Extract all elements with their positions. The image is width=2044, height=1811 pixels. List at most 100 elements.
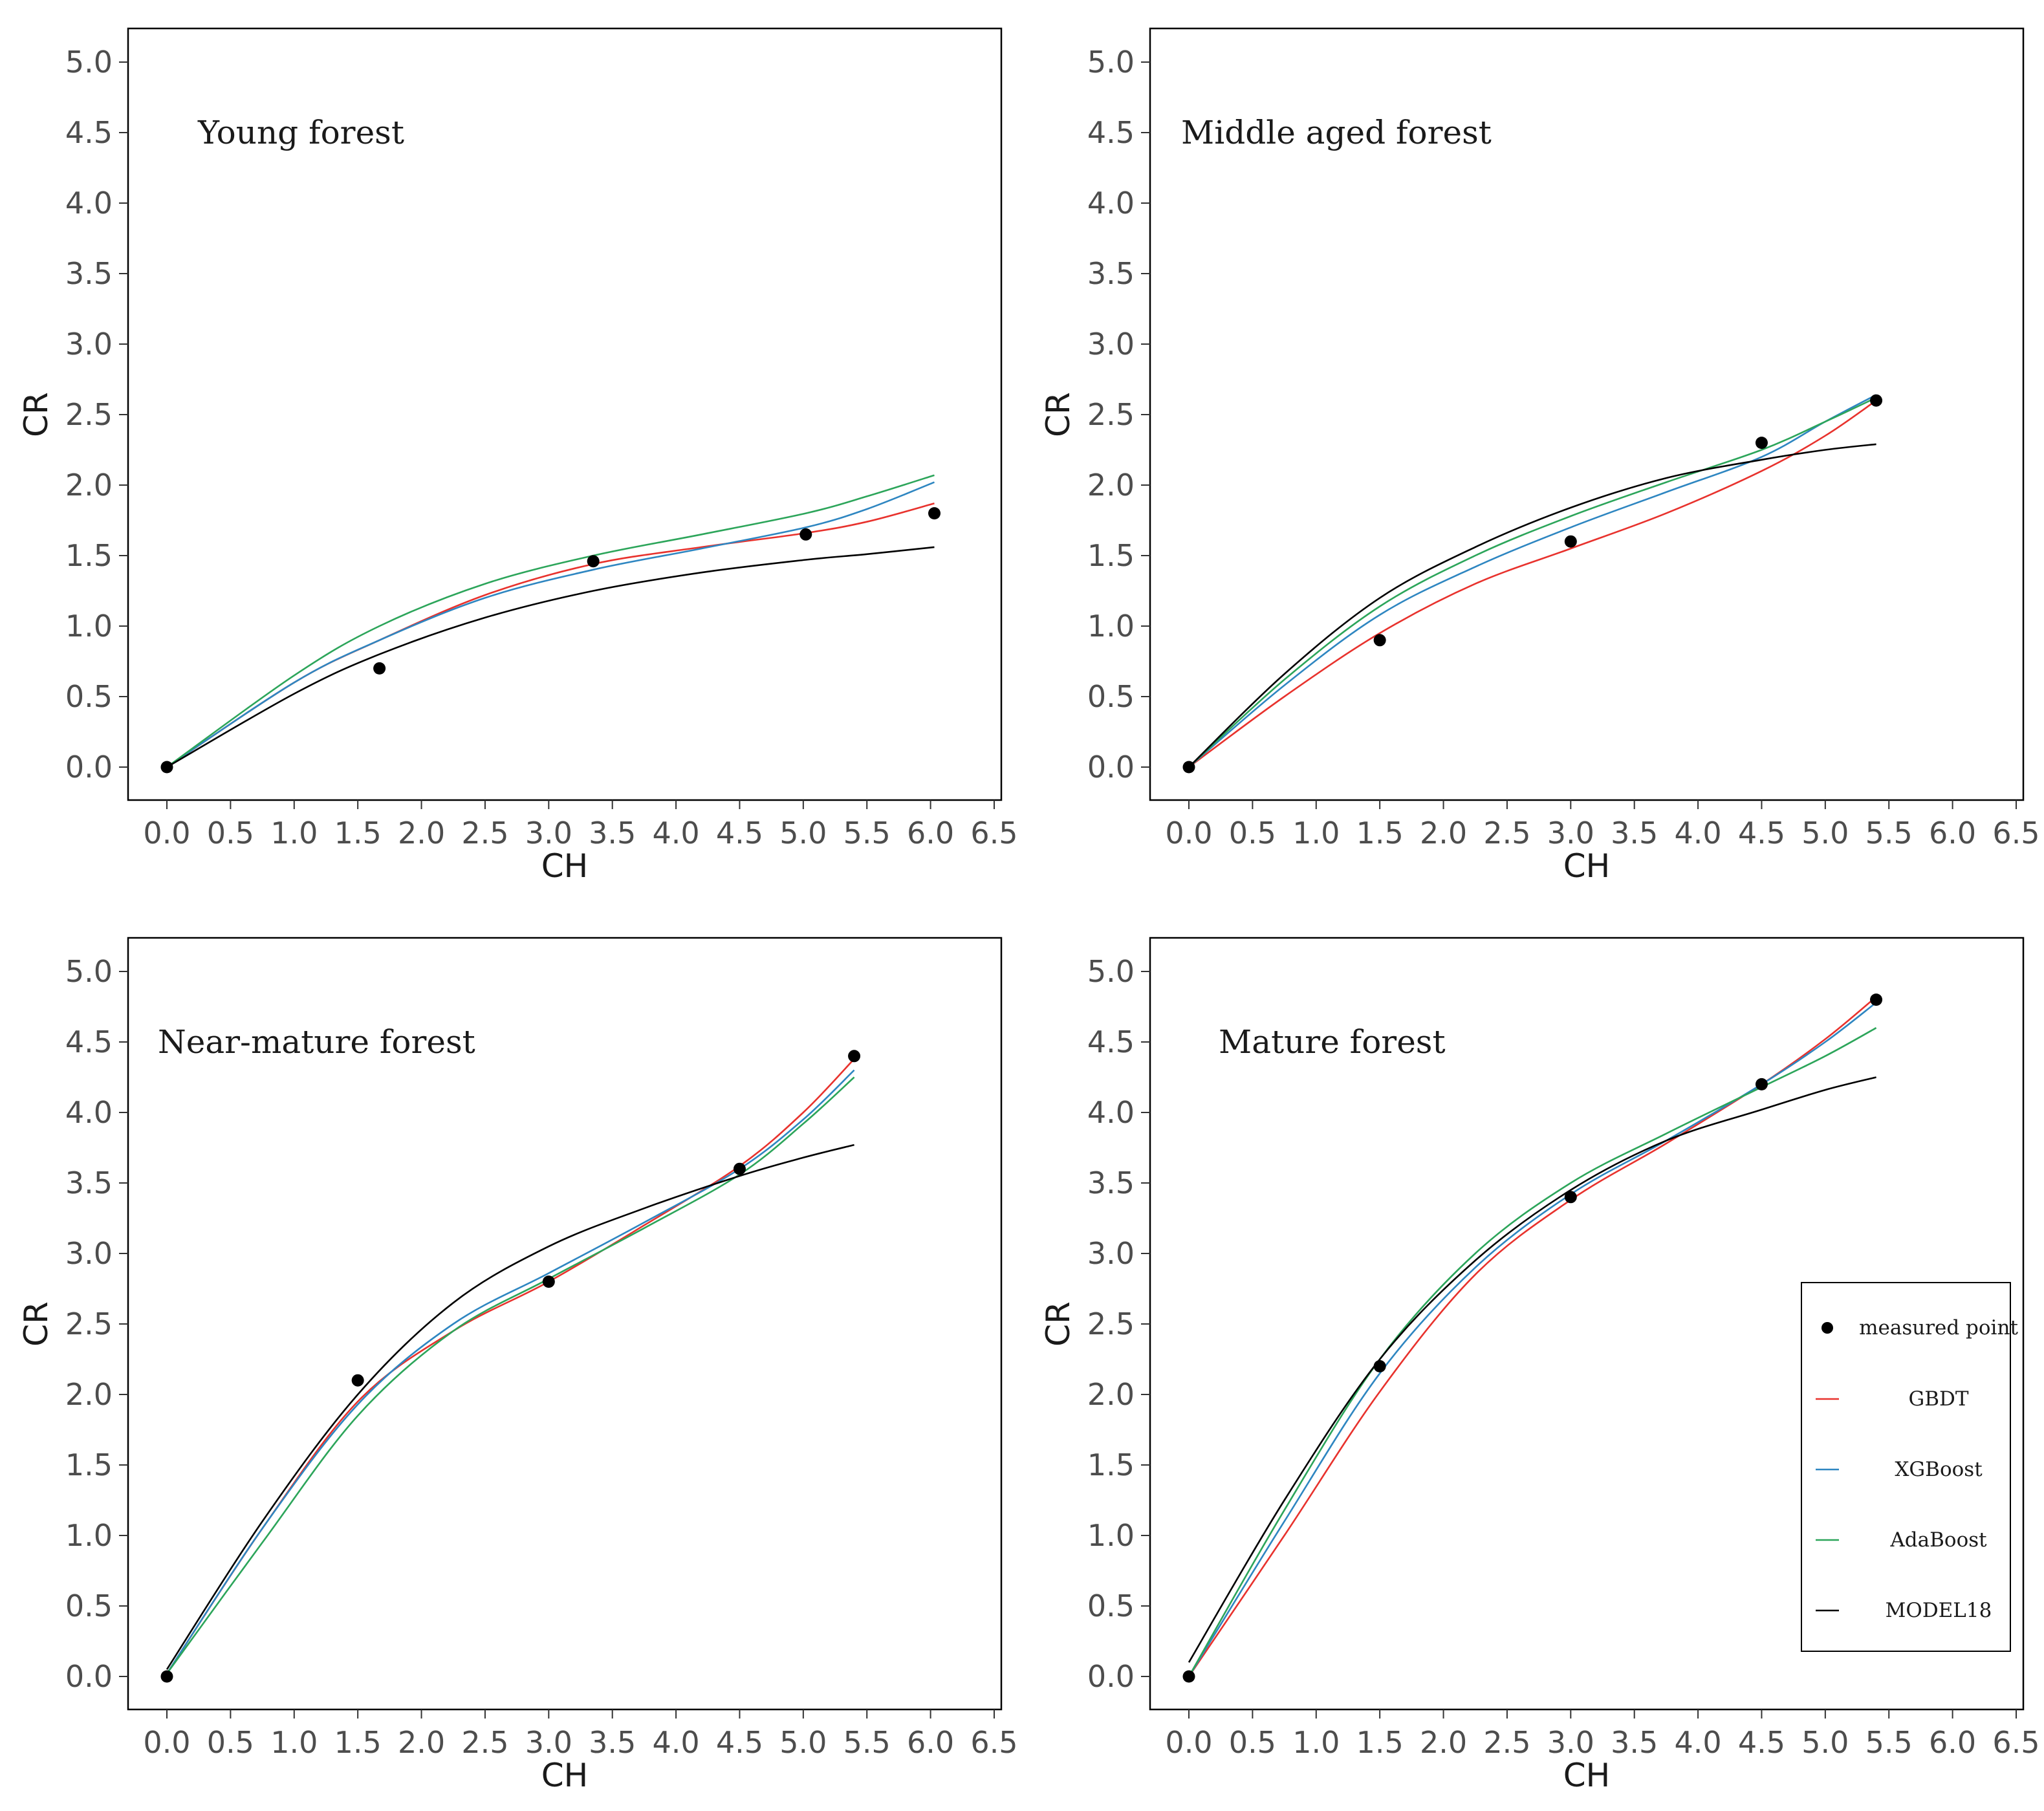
y-tick-label: 4.5 — [65, 115, 113, 150]
y-tick-label: 3.0 — [65, 1236, 113, 1271]
legend-label: GBDT — [1908, 1387, 1968, 1411]
y-tick-label: 0.5 — [65, 679, 113, 714]
x-tick-label: 2.0 — [398, 816, 445, 851]
y-tick-label: 4.5 — [65, 1025, 113, 1059]
y-tick-label: 3.0 — [65, 327, 113, 362]
y-tick-label: 3.5 — [1087, 1166, 1135, 1200]
panel-middle-aged-forest: 0.0 0.5 1.0 1.5 2.0 2.5 3.0 3.5 4.0 4.5 5.0 5.5 6.0 6… — [1039, 27, 2040, 885]
legend-label: XGBoost — [1895, 1458, 1983, 1481]
series-line-adaboost — [1188, 1027, 1877, 1677]
y-tick-label: 4.5 — [1087, 115, 1135, 150]
measured-point — [587, 555, 600, 568]
series-lines — [166, 1058, 855, 1675]
x-tick-label: 2.5 — [1483, 816, 1530, 851]
series-line-gbdt — [1188, 996, 1877, 1677]
legend-point-marker — [1821, 1322, 1833, 1334]
x-tick-label: 3.0 — [1547, 816, 1594, 851]
y-tick-label: 2.0 — [1087, 468, 1135, 503]
y-tick-label: 0.0 — [1087, 1659, 1135, 1694]
x-tick-label: 4.0 — [652, 1725, 699, 1760]
x-tick-label: 5.5 — [1865, 1725, 1913, 1760]
legend-item-xgboost: XGBoost — [1816, 1458, 1983, 1481]
x-tick-label: 2.5 — [461, 1725, 508, 1760]
measured-point — [1755, 437, 1768, 450]
measured-point — [351, 1374, 364, 1387]
x-tick-label: 2.5 — [461, 816, 508, 851]
x-tick-label: 3.0 — [525, 816, 572, 851]
measured-point — [848, 1050, 861, 1063]
x-tick-label: 6.5 — [1992, 816, 2039, 851]
x-axis-title: CH — [541, 847, 589, 885]
x-tick-label: 2.5 — [1483, 1725, 1530, 1760]
y-tick-label: 4.0 — [1087, 186, 1135, 221]
y-tick-label: 5.0 — [65, 954, 113, 989]
series-line-gbdt — [166, 1058, 855, 1675]
x-tick-label: 1.0 — [1292, 1725, 1340, 1760]
series-line-xgboost — [1188, 394, 1877, 768]
x-tick-label: 6.0 — [907, 816, 954, 851]
x-tick-label: 3.0 — [525, 1725, 572, 1760]
y-tick-label: 1.0 — [1087, 1518, 1135, 1553]
y-tick-label: 3.0 — [1087, 327, 1135, 362]
x-tick-label: 0.5 — [207, 816, 254, 851]
y-tick-label: 3.5 — [65, 1166, 113, 1200]
y-tick-label: 1.5 — [1087, 1448, 1135, 1482]
y-tick-label: 2.0 — [1087, 1377, 1135, 1412]
series-lines — [166, 474, 935, 768]
y-tick-label: 1.0 — [65, 1518, 113, 1553]
x-tick-label: 5.0 — [779, 1725, 827, 1760]
measured-point — [542, 1275, 555, 1288]
x-tick-label: 2.0 — [398, 1725, 445, 1760]
legend-item-measured-point: measured point — [1821, 1316, 2018, 1339]
panel-title: Mature forest — [1219, 1023, 1446, 1061]
y-tick-label: 0.5 — [1087, 1589, 1135, 1623]
x-tick-label: 3.5 — [1611, 816, 1658, 851]
x-tick-label: 0.5 — [207, 1725, 254, 1760]
y-tick-label: 2.5 — [1087, 1307, 1135, 1341]
legend-label: AdaBoost — [1889, 1528, 1987, 1552]
measured-point — [1182, 761, 1195, 774]
panel-near-mature-forest: 0.0 0.5 1.0 1.5 2.0 2.5 3.0 3.5 4.0 4.5 5.0 5.5 6.0 6… — [17, 937, 1018, 1794]
y-tick-label: 5.0 — [1087, 45, 1135, 80]
x-axis-title: CH — [1563, 847, 1611, 885]
series-line-gbdt — [166, 503, 935, 768]
measured-point — [799, 528, 812, 541]
series-lines — [1188, 394, 1877, 768]
x-tick-label: 1.5 — [334, 1725, 382, 1760]
x-tick-label: 3.0 — [1547, 1725, 1594, 1760]
legend-label: measured point — [1859, 1316, 2018, 1339]
y-tick-label: 0.0 — [1087, 750, 1135, 785]
measured-point — [160, 1670, 173, 1683]
x-tick-label: 6.0 — [907, 1725, 954, 1760]
y-axis-title: CR — [1039, 392, 1077, 437]
series-line-model18 — [1188, 443, 1876, 768]
x-axis-title: CH — [1563, 1757, 1611, 1794]
x-tick-label: 0.0 — [1165, 1725, 1212, 1760]
axis-ticks: 0.0 0.5 1.0 1.5 2.0 2.5 3.0 3.5 4.0 4.5 5.0 5.5 6.0 6… — [65, 45, 1018, 851]
x-tick-label: 2.0 — [1420, 1725, 1467, 1760]
measured-points — [160, 507, 941, 774]
y-tick-label: 1.0 — [1087, 609, 1135, 644]
x-tick-label: 1.5 — [334, 816, 382, 851]
legend-box — [1801, 1282, 2011, 1652]
x-tick-label: 1.5 — [1356, 1725, 1404, 1760]
y-tick-label: 5.0 — [65, 45, 113, 80]
x-tick-label: 4.0 — [652, 816, 699, 851]
x-tick-label: 5.0 — [1801, 816, 1849, 851]
measured-points — [1182, 394, 1883, 774]
x-tick-label: 3.5 — [589, 816, 636, 851]
x-tick-label: 5.5 — [843, 1725, 891, 1760]
measured-point — [928, 507, 941, 520]
x-tick-label: 6.5 — [970, 1725, 1017, 1760]
y-axis-title: CR — [17, 1301, 55, 1347]
axis-ticks: 0.0 0.5 1.0 1.5 2.0 2.5 3.0 3.5 4.0 4.5 5.0 5.5 6.0 6… — [1087, 954, 2040, 1760]
x-tick-label: 4.5 — [1738, 1725, 1785, 1760]
series-lines — [1188, 996, 1877, 1677]
x-axis-title: CH — [541, 1757, 589, 1794]
measured-point — [1182, 1670, 1195, 1683]
y-axis-title: CR — [1039, 1301, 1077, 1347]
measured-point — [1373, 1360, 1386, 1372]
x-tick-label: 6.5 — [1992, 1725, 2039, 1760]
x-tick-label: 4.0 — [1674, 1725, 1721, 1760]
y-tick-label: 4.5 — [1087, 1025, 1135, 1059]
